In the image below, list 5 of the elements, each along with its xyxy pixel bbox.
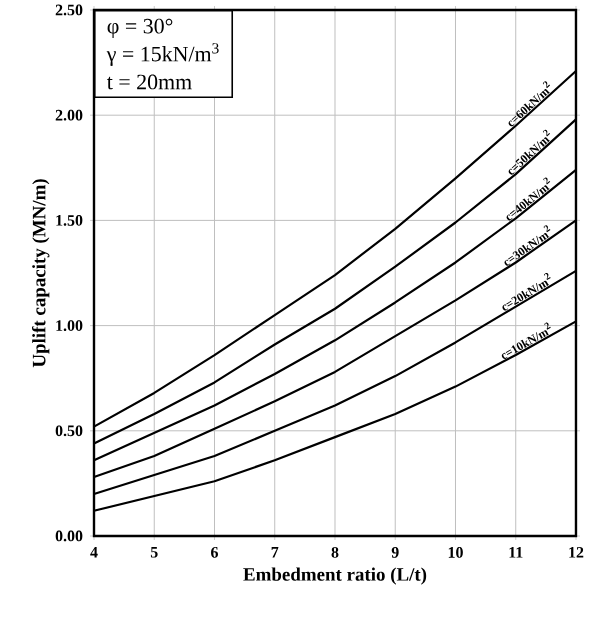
annotation: γ = 15kN/m$^{3}$ xyxy=(106,43,219,66)
annotation: t = 20mm xyxy=(106,74,192,90)
y-axis-title: Uplift capacity (MN/m) xyxy=(31,179,50,368)
x-axis-title: Embedment ratio (L/t) xyxy=(243,567,427,585)
annotation: φ = 30° xyxy=(107,18,173,38)
